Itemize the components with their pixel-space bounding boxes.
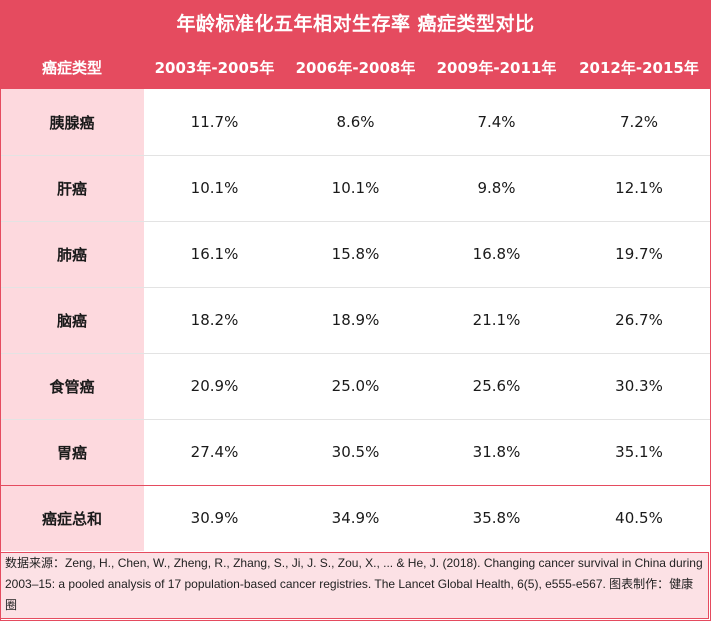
row-divider bbox=[0, 485, 711, 486]
value-cell: 30.9% bbox=[144, 485, 286, 551]
row-divider bbox=[0, 419, 711, 420]
row-label: 胰腺癌 bbox=[0, 89, 144, 155]
value-cell: 16.1% bbox=[144, 221, 286, 287]
value-cell: 34.9% bbox=[285, 485, 427, 551]
table-row: 脑癌 18.2% 18.9% 21.1% 26.7% bbox=[0, 287, 711, 353]
value-cell: 19.7% bbox=[567, 221, 711, 287]
value-cell: 10.1% bbox=[144, 155, 286, 221]
value-cell: 27.4% bbox=[144, 419, 286, 485]
value-cell: 30.5% bbox=[285, 419, 427, 485]
table-row: 胰腺癌 11.7% 8.6% 7.4% 7.2% bbox=[0, 89, 711, 155]
header-cancer-type: 癌症类型 bbox=[41, 58, 102, 77]
table-row: 食管癌 20.9% 25.0% 25.6% 30.3% bbox=[0, 353, 711, 419]
value-cell: 31.8% bbox=[426, 419, 568, 485]
value-cell: 10.1% bbox=[285, 155, 427, 221]
source-note: 数据来源：Zeng, H., Chen, W., Zheng, R., Zhan… bbox=[0, 552, 709, 619]
value-cell: 12.1% bbox=[567, 155, 711, 221]
value-cell: 18.2% bbox=[144, 287, 286, 353]
value-cell: 16.8% bbox=[426, 221, 568, 287]
value-cell: 40.5% bbox=[567, 485, 711, 551]
value-cell: 11.7% bbox=[144, 89, 286, 155]
row-divider bbox=[0, 221, 711, 222]
value-cell: 20.9% bbox=[144, 353, 286, 419]
value-cell: 18.9% bbox=[285, 287, 427, 353]
value-cell: 35.1% bbox=[567, 419, 711, 485]
value-cell: 9.8% bbox=[426, 155, 568, 221]
table-row: 胃癌 27.4% 30.5% 31.8% 35.1% bbox=[0, 419, 711, 485]
row-label: 胃癌 bbox=[0, 419, 144, 485]
table-title: 年龄标准化五年相对生存率 癌症类型对比 bbox=[0, 0, 711, 45]
table-row: 肝癌 10.1% 10.1% 9.8% 12.1% bbox=[0, 155, 711, 221]
row-label: 癌症总和 bbox=[0, 485, 144, 551]
header-period-1: 2003年-2005年 bbox=[154, 58, 275, 77]
header-period-4: 2012年-2015年 bbox=[579, 58, 699, 77]
value-cell: 25.6% bbox=[426, 353, 568, 419]
value-cell: 15.8% bbox=[285, 221, 427, 287]
header-period-2: 2006年-2008年 bbox=[295, 58, 416, 77]
row-label: 食管癌 bbox=[0, 353, 144, 419]
table-row: 肺癌 16.1% 15.8% 16.8% 19.7% bbox=[0, 221, 711, 287]
table-row: 癌症总和 30.9% 34.9% 35.8% 40.5% bbox=[0, 485, 711, 551]
row-label: 肺癌 bbox=[0, 221, 144, 287]
value-cell: 8.6% bbox=[285, 89, 427, 155]
header-period-3: 2009年-2011年 bbox=[436, 58, 557, 77]
value-cell: 30.3% bbox=[567, 353, 711, 419]
value-cell: 25.0% bbox=[285, 353, 427, 419]
value-cell: 21.1% bbox=[426, 287, 568, 353]
value-cell: 26.7% bbox=[567, 287, 711, 353]
header-row: 癌症类型 2003年-2005年 2006年-2008年 2009年-2011年… bbox=[0, 45, 711, 89]
row-label: 肝癌 bbox=[0, 155, 144, 221]
row-divider bbox=[0, 155, 711, 156]
row-divider bbox=[0, 353, 711, 354]
value-cell: 7.2% bbox=[567, 89, 711, 155]
value-cell: 7.4% bbox=[426, 89, 568, 155]
row-divider bbox=[0, 287, 711, 288]
value-cell: 35.8% bbox=[426, 485, 568, 551]
row-label: 脑癌 bbox=[0, 287, 144, 353]
